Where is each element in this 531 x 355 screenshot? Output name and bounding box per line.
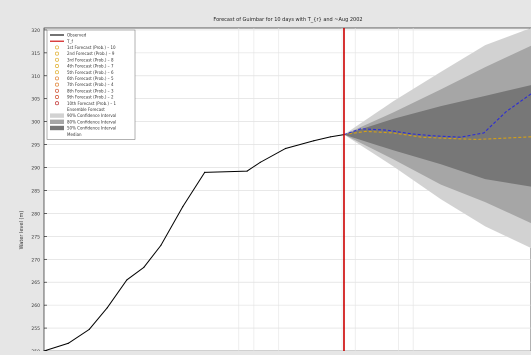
y-axis-label: Water level (m) bbox=[19, 211, 25, 250]
legend-label: T_f bbox=[66, 39, 73, 44]
observed-point bbox=[204, 171, 206, 173]
confidence-bands bbox=[343, 28, 531, 248]
legend-label: 6th Forecast (Prob.) – 5 bbox=[67, 76, 114, 81]
chart-title: Forecast of Guimbar for 10 days with T_{… bbox=[213, 17, 362, 23]
legend-label: 80% Confidence Interval bbox=[67, 119, 116, 124]
observed-point bbox=[126, 279, 128, 281]
y-tick-label: 280 bbox=[31, 211, 40, 217]
legend-label: Median bbox=[67, 132, 82, 137]
observed-point bbox=[313, 140, 315, 142]
y-tick-label: 315 bbox=[31, 51, 40, 57]
legend-marker-symbol bbox=[55, 76, 59, 81]
legend-marker-symbol bbox=[55, 51, 59, 56]
legend-entry: 90% Confidence Interval bbox=[50, 113, 116, 118]
legend-marker-symbol bbox=[55, 57, 59, 62]
observed-point bbox=[67, 342, 69, 344]
legend-label: 10th Forecast (Prob.) – 1 bbox=[67, 101, 116, 106]
legend-entry: 7th Forecast (Prob.) – 4 bbox=[55, 82, 114, 87]
y-tick-label: 275 bbox=[31, 234, 40, 240]
legend-entry: T_f bbox=[50, 39, 73, 44]
observed-point bbox=[106, 307, 108, 309]
legend-entry: 6th Forecast (Prob.) – 5 bbox=[55, 76, 114, 81]
legend-label: 90% Confidence Interval bbox=[67, 113, 116, 118]
observed-point bbox=[182, 206, 184, 208]
forecast-mean-line bbox=[343, 130, 531, 140]
y-tick-label: 300 bbox=[31, 120, 40, 126]
legend-label: 4th Forecast (Prob.) – 7 bbox=[67, 64, 114, 69]
legend-patch-symbol bbox=[50, 113, 64, 118]
series-layer bbox=[43, 93, 531, 352]
observed-point bbox=[88, 328, 90, 330]
legend-entry: 9th Forecast (Prob.) – 2 bbox=[55, 95, 114, 100]
observed-point bbox=[284, 147, 287, 150]
forecast-member-line bbox=[343, 93, 531, 138]
legend-marker-symbol bbox=[55, 45, 59, 50]
legend-label: 50% Confidence Interval bbox=[67, 126, 116, 131]
legend-label: 1st Forecast (Prob.) – 10 bbox=[67, 45, 116, 50]
y-tick-label: 265 bbox=[31, 280, 40, 286]
legend-entry: 3rd Forecast (Prob.) – 8 bbox=[55, 57, 114, 62]
legend-entry: 1st Forecast (Prob.) – 10 bbox=[55, 45, 116, 50]
legend-entry: Median bbox=[67, 132, 82, 137]
legend-entry: Ensemble Forecast bbox=[67, 107, 105, 112]
legend-marker-symbol bbox=[55, 88, 59, 93]
legend-label: 8th Forecast (Prob.) – 3 bbox=[67, 88, 114, 93]
legend-marker-symbol bbox=[55, 95, 59, 99]
band-inner-area bbox=[343, 85, 531, 187]
legend-entry: 80% Confidence Interval bbox=[50, 119, 116, 124]
legend-patch-symbol bbox=[50, 119, 64, 124]
legend-entry: 50% Confidence Interval bbox=[50, 126, 116, 131]
legend-marker-symbol bbox=[55, 64, 59, 68]
y-tick-label: 310 bbox=[31, 74, 40, 80]
legend-patch-symbol bbox=[50, 125, 64, 131]
y-tick-label: 320 bbox=[31, 28, 40, 34]
legend-label: Ensemble Forecast bbox=[67, 107, 105, 112]
y-tick-label: 295 bbox=[31, 143, 40, 149]
observed-point bbox=[160, 244, 162, 246]
observed-point bbox=[259, 161, 261, 163]
y-tick-label: 285 bbox=[31, 188, 40, 194]
legend-label: 5th Forecast (Prob.) – 6 bbox=[67, 70, 114, 75]
observed-point bbox=[246, 170, 248, 172]
observed-point bbox=[143, 266, 145, 268]
legend-entry: 4th Forecast (Prob.) – 7 bbox=[55, 64, 114, 69]
legend-label: Observed bbox=[67, 33, 87, 38]
legend-entry: 10th Forecast (Prob.) – 1 bbox=[55, 101, 116, 106]
legend-label: 2nd Forecast (Prob.) – 9 bbox=[67, 51, 115, 56]
legend-marker-symbol bbox=[55, 82, 59, 87]
legend-label: 3rd Forecast (Prob.) – 8 bbox=[67, 57, 114, 62]
y-tick-label: 260 bbox=[31, 303, 40, 309]
legend-entry: 2nd Forecast (Prob.) – 9 bbox=[55, 51, 115, 56]
legend-label: 7th Forecast (Prob.) – 4 bbox=[67, 82, 114, 87]
y-tick-label: 305 bbox=[31, 97, 40, 103]
legend-label: 9th Forecast (Prob.) – 2 bbox=[67, 95, 114, 100]
observed-point bbox=[329, 136, 331, 138]
legend-marker-symbol bbox=[55, 70, 59, 75]
y-tick-label: 270 bbox=[31, 257, 40, 263]
y-tick-label: 255 bbox=[31, 326, 40, 332]
legend-entry: 5th Forecast (Prob.) – 6 bbox=[55, 70, 114, 75]
legend-marker-symbol bbox=[55, 101, 59, 106]
legend-entry: 8th Forecast (Prob.) – 3 bbox=[55, 88, 114, 93]
y-tick-label: 290 bbox=[31, 166, 40, 172]
legend-entry: Observed bbox=[50, 33, 87, 38]
